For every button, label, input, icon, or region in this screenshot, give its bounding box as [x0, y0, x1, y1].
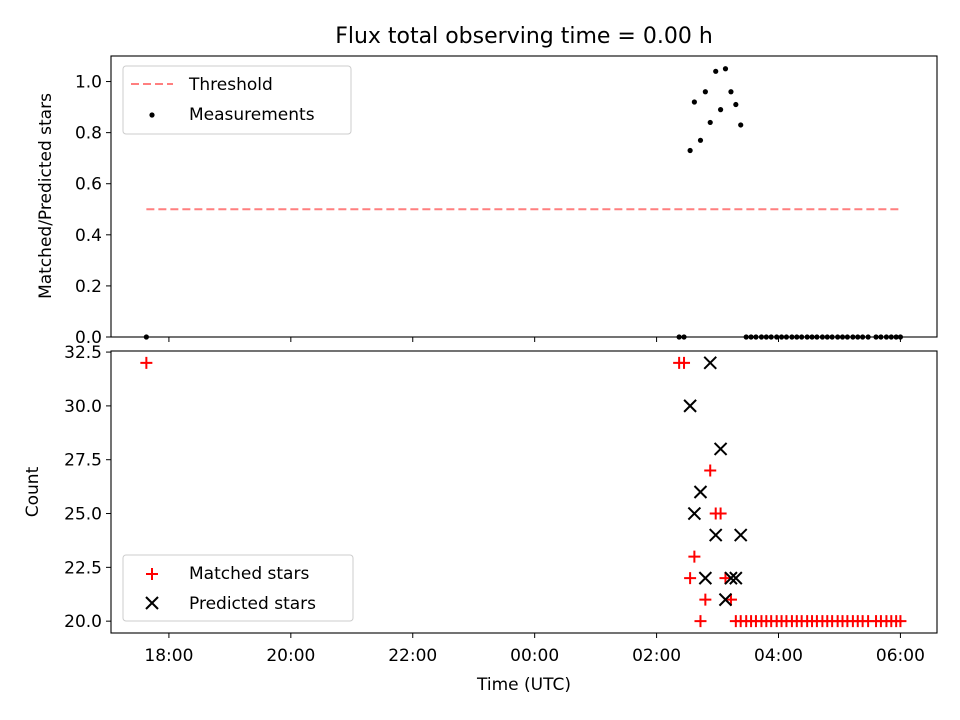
- legend-box: [122, 65, 352, 135]
- measurement-point: [728, 89, 734, 95]
- predicted-star-marker: [693, 485, 708, 499]
- predicted-star-marker: [713, 442, 728, 456]
- y-tick-label: 32.5: [64, 343, 102, 363]
- y-tick-label: 30.0: [64, 397, 102, 417]
- y-ticks-count: 20.0 22.5 25.0 27.5 30.0 32.5: [64, 343, 111, 632]
- legend-measurements-swatch: [149, 112, 155, 118]
- measurement-point: [733, 101, 739, 108]
- matched-star-marker: [694, 615, 707, 628]
- plot-frame-count: [110, 350, 938, 634]
- matched-star-marker: [724, 593, 737, 606]
- matched-star-marker: [140, 356, 153, 369]
- matched-star-marker: [719, 572, 732, 585]
- predicted-star-marker: [703, 356, 717, 370]
- measurement-point: [713, 68, 719, 74]
- predicted-star-marker: [687, 506, 702, 521]
- predicted-star-marker: [734, 528, 748, 542]
- predicted-star-marker: [718, 592, 733, 607]
- legend-measurements-label: Measurements: [189, 105, 315, 125]
- y-ticks-ratio: 0.0 0.2 0.4 0.6 0.8 1.0: [75, 73, 111, 348]
- x-tick-label: 06:00: [876, 646, 925, 666]
- predicted-stars-series: [683, 356, 748, 607]
- matched-star-marker: [684, 572, 697, 585]
- predicted-star-marker: [724, 571, 738, 585]
- legend-matched-swatch: [146, 568, 158, 580]
- y-tick-label: 0.2: [75, 277, 102, 297]
- y-tick-label: 25.0: [64, 505, 102, 525]
- legend-predicted-label: Predicted stars: [189, 594, 316, 614]
- measurement-point: [697, 137, 704, 143]
- chart-title: Flux total observing time = 0.00 h: [335, 24, 713, 49]
- measurement-point: [687, 147, 693, 154]
- x-tick-label: 22:00: [388, 646, 437, 666]
- legend-predicted-swatch: [145, 596, 159, 610]
- measurement-point: [722, 66, 729, 72]
- measurement-point: [707, 119, 713, 126]
- matched-star-marker: [714, 507, 727, 520]
- y-tick-label: 27.5: [64, 451, 102, 471]
- legend-count: Matched stars Predicted stars: [122, 554, 354, 622]
- x-tick-label: 00:00: [510, 646, 559, 666]
- ratio-panel: Flux total observing time = 0.00 h Match…: [36, 24, 938, 348]
- matched-star-marker: [704, 464, 717, 477]
- measurement-point: [738, 122, 744, 128]
- y-tick-label: 0.8: [75, 124, 102, 144]
- y-axis-label-count: Count: [23, 466, 43, 517]
- x-tick-label: 04:00: [754, 646, 803, 666]
- x-tick-label: 20:00: [266, 646, 315, 666]
- y-tick-label: 0.6: [75, 175, 102, 195]
- x-ticks-time: 18:00 20:00 22:00 00:00 02:00 04:00 06:00: [144, 633, 925, 666]
- measurement-point: [691, 99, 697, 105]
- count-panel: Count Time (UTC) 20.0 22.5 25.0 27.5 30.0 32.…: [23, 343, 938, 695]
- x-axis-label: Time (UTC): [476, 675, 571, 695]
- x-tick-label: 18:00: [144, 646, 193, 666]
- predicted-star-marker: [683, 399, 697, 413]
- measurement-point: [717, 107, 724, 113]
- y-tick-label: 0.0: [75, 328, 102, 348]
- legend-box: [122, 554, 354, 622]
- predicted-star-marker: [729, 571, 743, 585]
- matched-star-marker: [699, 593, 712, 606]
- measurement-point: [702, 89, 708, 95]
- plot-frame-ratio: [110, 55, 938, 338]
- y-tick-label: 20.0: [64, 612, 102, 632]
- legend-ratio: Threshold Measurements: [122, 65, 352, 135]
- y-axis-label-ratio: Matched/Predicted stars: [36, 93, 56, 299]
- legend-matched-label: Matched stars: [189, 564, 309, 584]
- matched-star-marker: [688, 550, 701, 563]
- matched-star-marker: [894, 615, 907, 628]
- y-tick-label: 1.0: [75, 73, 102, 93]
- y-tick-label: 0.4: [75, 226, 102, 246]
- matched-stars-series: [140, 356, 907, 628]
- x-tick-label: 02:00: [632, 646, 681, 666]
- y-tick-label: 22.5: [64, 558, 102, 578]
- legend-threshold-label: Threshold: [188, 75, 273, 95]
- predicted-star-marker: [709, 528, 723, 542]
- predicted-star-marker: [698, 571, 713, 585]
- matched-star-marker: [678, 356, 691, 369]
